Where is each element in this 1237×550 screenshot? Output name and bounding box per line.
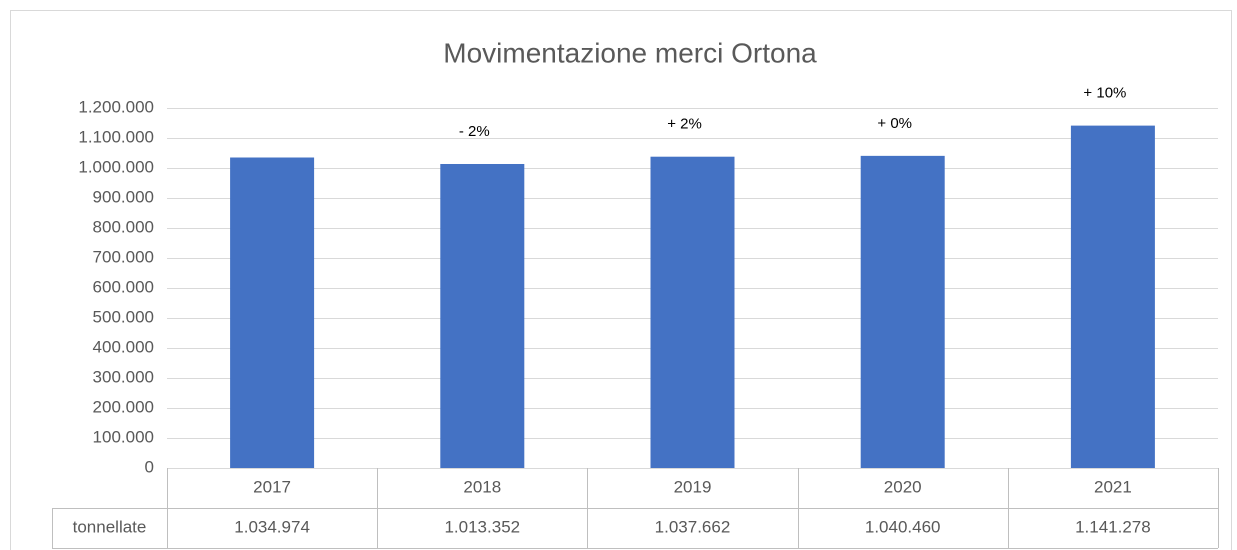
y-tick-label: 100.000 xyxy=(93,427,154,446)
y-tick-label: 700.000 xyxy=(93,247,154,266)
table-value: 1.034.974 xyxy=(234,517,310,536)
annotation: + 0% xyxy=(877,115,912,132)
x-tick-label: 2020 xyxy=(884,477,922,496)
y-tick-label: 500.000 xyxy=(93,307,154,326)
x-tick-label: 2017 xyxy=(253,477,291,496)
chart-frame xyxy=(10,10,1232,550)
bar xyxy=(650,156,735,468)
table-value: 1.037.662 xyxy=(655,517,731,536)
bar xyxy=(1070,125,1155,468)
y-tick-label: 0 xyxy=(145,457,154,476)
x-tick-label: 2021 xyxy=(1094,477,1132,496)
y-tick-label: 600.000 xyxy=(93,277,154,296)
y-tick-label: 400.000 xyxy=(93,337,154,356)
y-tick-label: 300.000 xyxy=(93,367,154,386)
bar xyxy=(440,163,525,469)
table-row-label: tonnellate xyxy=(73,517,147,536)
annotation: + 10% xyxy=(1083,85,1126,102)
y-tick-label: 1.000.000 xyxy=(78,157,154,176)
bar xyxy=(860,155,945,468)
y-tick-label: 900.000 xyxy=(93,187,154,206)
annotation: - 2% xyxy=(459,123,490,140)
table-value: 1.013.352 xyxy=(444,517,520,536)
y-tick-label: 1.100.000 xyxy=(78,127,154,146)
y-tick-label: 200.000 xyxy=(93,397,154,416)
table-value: 1.040.460 xyxy=(865,517,941,536)
chart-title: Movimentazione merci Ortona xyxy=(443,37,817,68)
y-tick-label: 1.200.000 xyxy=(78,97,154,116)
y-tick-label: 800.000 xyxy=(93,217,154,236)
table-value: 1.141.278 xyxy=(1075,517,1151,536)
annotation: + 2% xyxy=(667,116,702,133)
x-tick-label: 2018 xyxy=(463,477,501,496)
bar xyxy=(230,157,315,468)
x-tick-label: 2019 xyxy=(674,477,712,496)
